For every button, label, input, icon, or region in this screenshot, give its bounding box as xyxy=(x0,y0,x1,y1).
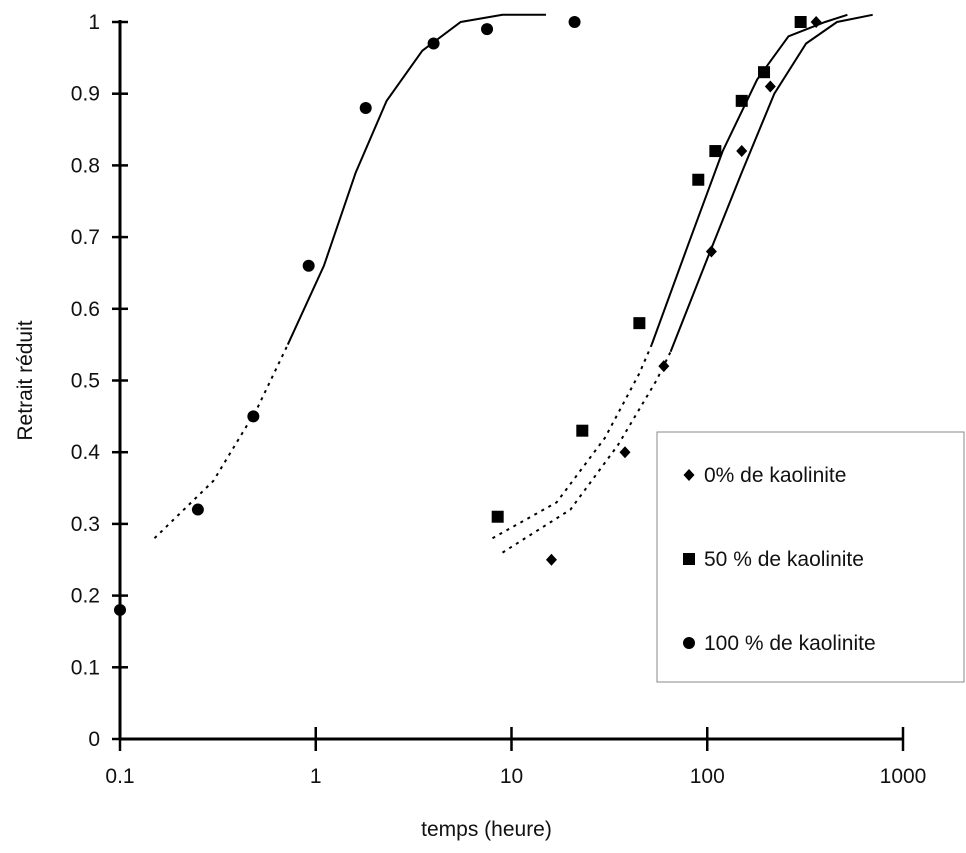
y-tick-label: 0.4 xyxy=(71,441,101,464)
x-tick-label: 1000 xyxy=(880,765,927,788)
legend-box xyxy=(656,431,965,683)
fit-curve-solid xyxy=(650,13,848,345)
square-point xyxy=(735,94,748,107)
y-axis-title: Retrait réduit xyxy=(14,320,37,440)
legend-diamond-marker xyxy=(683,469,695,481)
y-tick-label: 0.7 xyxy=(71,226,100,249)
square-point xyxy=(692,173,705,186)
square-point xyxy=(491,510,504,523)
y-tick-label: 0 xyxy=(88,728,100,751)
diamond-point xyxy=(619,446,631,459)
x-tick-label: 10 xyxy=(500,765,523,788)
circle-point xyxy=(481,23,494,36)
x-axis-title: temps (heure) xyxy=(421,818,552,841)
diamond-point xyxy=(545,553,557,566)
fit-curve-solid xyxy=(669,13,873,353)
y-tick-label: 0.3 xyxy=(71,513,100,536)
fit-curve-dotted xyxy=(501,351,672,554)
x-tick-label: 0.1 xyxy=(105,765,134,788)
circle-point xyxy=(359,102,372,115)
legend-circle-marker xyxy=(683,637,695,649)
legend-items: 0% de kaolinite 50 % de kaolinite 100 % de… xyxy=(683,464,876,655)
x-tick-label: 100 xyxy=(690,765,725,788)
fit-curve-dotted xyxy=(492,344,653,540)
circle-point xyxy=(114,603,126,616)
x-axis-ticks: 0.1 1 10 100 1000 xyxy=(105,727,926,788)
y-tick-label: 0.1 xyxy=(71,656,100,679)
circle-point xyxy=(302,259,315,272)
y-tick-label: 0.2 xyxy=(71,585,100,608)
y-tick-label: 0.8 xyxy=(71,154,100,177)
legend-label: 0% de kaolinite xyxy=(704,464,846,487)
diamond-point xyxy=(736,145,748,158)
y-axis-ticks: 0 0.1 0.2 0.3 0.4 0.5 0.6 0.7 0.8 0.9 1 xyxy=(71,11,128,751)
y-tick-label: 1 xyxy=(88,11,100,34)
circle-point xyxy=(247,410,260,423)
square-point xyxy=(576,424,589,437)
fit-curve-solid xyxy=(286,13,546,346)
diamond-point xyxy=(764,80,776,93)
square-point xyxy=(633,317,646,330)
y-tick-label: 0.6 xyxy=(71,298,100,321)
fit-curves xyxy=(153,13,873,554)
diamond-point xyxy=(658,360,670,373)
square-point xyxy=(709,145,722,158)
circle-point xyxy=(568,16,581,28)
fit-curve-dotted xyxy=(153,344,289,539)
square-point xyxy=(794,16,807,28)
diamond-point xyxy=(810,16,822,28)
x-tick-label: 1 xyxy=(310,765,322,788)
diamond-point xyxy=(705,245,717,258)
circle-point xyxy=(191,503,204,516)
legend-label: 50 % de kaolinite xyxy=(704,548,864,571)
y-tick-label: 0.5 xyxy=(71,370,100,393)
legend-label: 100 % de kaolinite xyxy=(704,632,876,655)
data-points xyxy=(114,16,822,616)
legend-square-marker xyxy=(683,553,695,565)
square-point xyxy=(758,66,771,79)
y-tick-label: 0.9 xyxy=(71,83,100,106)
legend: 0% de kaolinite 50 % de kaolinite 100 % de… xyxy=(656,431,965,683)
circle-point xyxy=(427,37,440,50)
